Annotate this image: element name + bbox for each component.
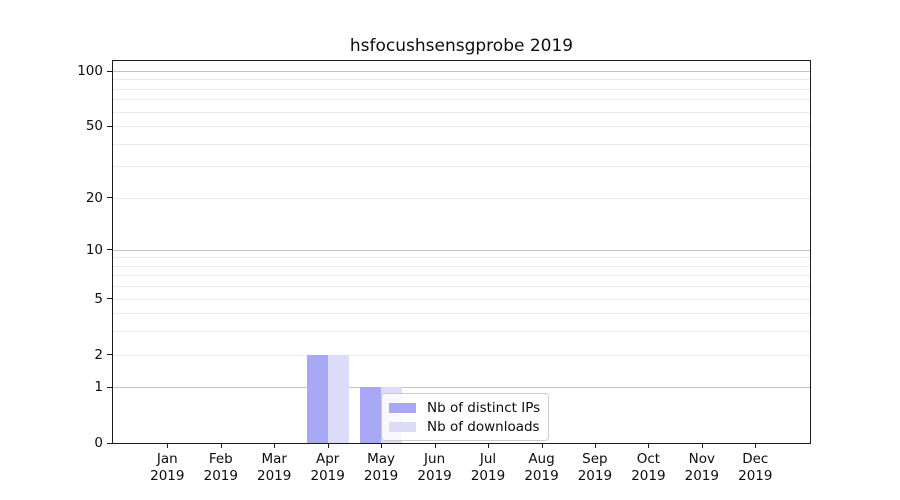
x-tick-month: Jun bbox=[424, 451, 446, 467]
gridline-minor bbox=[113, 331, 810, 333]
x-tick-month: Oct bbox=[636, 451, 661, 467]
y-tick-label: 1 bbox=[94, 379, 103, 396]
x-tick-label: Aug 2019 bbox=[507, 451, 577, 485]
x-tick-year: 2019 bbox=[577, 468, 613, 484]
x-tick-year: 2019 bbox=[363, 468, 399, 484]
legend-label: Nb of downloads bbox=[427, 418, 540, 435]
x-tick-year: 2019 bbox=[684, 468, 719, 484]
y-tick-label: 100 bbox=[77, 63, 103, 79]
gridline-minor bbox=[113, 143, 810, 145]
legend-row-downloads: Nb of downloads bbox=[389, 417, 540, 436]
gridline-minor bbox=[113, 111, 810, 113]
x-tick-month: Feb bbox=[208, 451, 233, 467]
x-tick-label: Sep 2019 bbox=[560, 451, 630, 485]
x-tick-month: Apr bbox=[316, 451, 340, 467]
gridline-minor bbox=[113, 265, 810, 267]
x-tick-month: Sep bbox=[582, 451, 608, 467]
gridline-major bbox=[113, 387, 810, 389]
x-tick bbox=[701, 443, 703, 448]
x-tick-month: Aug bbox=[528, 451, 555, 467]
gridline-minor bbox=[113, 79, 810, 81]
x-tick-month: Mar bbox=[261, 451, 287, 467]
x-tick-year: 2019 bbox=[257, 468, 292, 484]
legend-row-distinct-ips: Nb of distinct IPs bbox=[389, 398, 540, 417]
y-tick-label: 5 bbox=[94, 290, 103, 307]
bar-may-series1 bbox=[360, 387, 382, 443]
x-tick-month: Jan bbox=[156, 451, 178, 467]
x-tick bbox=[220, 443, 222, 448]
gridline-minor bbox=[113, 88, 810, 90]
gridline-minor bbox=[113, 257, 810, 259]
legend: Nb of distinct IPs Nb of downloads bbox=[381, 393, 550, 441]
y-tick-label: 20 bbox=[85, 189, 103, 206]
y-tick bbox=[107, 354, 112, 355]
x-tick bbox=[541, 443, 543, 448]
x-tick-year: 2019 bbox=[524, 468, 559, 484]
bar-apr-series1 bbox=[306, 354, 328, 443]
x-tick-year: 2019 bbox=[203, 468, 238, 484]
x-tick bbox=[648, 443, 650, 448]
x-tick-year: 2019 bbox=[150, 468, 185, 484]
x-tick-label: Mar 2019 bbox=[239, 451, 309, 485]
y-tick bbox=[107, 70, 112, 72]
x-tick-label: Nov 2019 bbox=[667, 451, 737, 485]
x-tick-label: May 2019 bbox=[346, 451, 416, 485]
gridline-minor bbox=[113, 354, 810, 356]
x-tick-year: 2019 bbox=[417, 468, 452, 484]
x-tick bbox=[167, 443, 169, 448]
gridline-minor bbox=[113, 286, 810, 288]
y-tick-label: 50 bbox=[85, 118, 103, 135]
y-tick-label: 10 bbox=[85, 241, 103, 258]
x-tick-month: May bbox=[367, 451, 396, 467]
legend-label: Nb of distinct IPs bbox=[427, 399, 541, 416]
y-tick-label: 2 bbox=[94, 346, 103, 363]
x-tick-month: Dec bbox=[742, 451, 769, 467]
x-tick bbox=[327, 443, 329, 448]
y-tick bbox=[107, 298, 112, 300]
x-tick bbox=[755, 443, 757, 448]
chart-title: hsfocushsensgprobe 2019 bbox=[349, 36, 574, 56]
bar-apr-series2 bbox=[327, 354, 349, 443]
x-tick-label: Oct 2019 bbox=[613, 451, 683, 485]
x-tick-label: Feb 2019 bbox=[186, 451, 256, 485]
y-tick bbox=[107, 125, 112, 127]
gridline-minor bbox=[113, 275, 810, 277]
gridline-minor bbox=[113, 126, 810, 128]
x-tick-label: Dec 2019 bbox=[720, 451, 790, 485]
x-tick bbox=[594, 443, 596, 448]
x-tick-year: 2019 bbox=[310, 468, 345, 484]
x-tick-month: Jul bbox=[479, 451, 497, 467]
x-tick bbox=[274, 443, 276, 448]
x-tick-year: 2019 bbox=[470, 468, 506, 484]
y-tick bbox=[107, 442, 112, 444]
x-tick-month: Nov bbox=[688, 451, 715, 467]
gridline-minor bbox=[113, 313, 810, 315]
x-tick-label: Jul 2019 bbox=[453, 451, 523, 485]
legend-swatch-icon bbox=[389, 421, 416, 432]
gridline-minor bbox=[113, 166, 810, 168]
x-tick-year: 2019 bbox=[631, 468, 666, 484]
x-tick-year: 2019 bbox=[738, 468, 773, 484]
y-tick bbox=[107, 197, 112, 199]
x-tick-label: Apr 2019 bbox=[293, 451, 363, 485]
x-tick bbox=[488, 443, 489, 448]
y-tick bbox=[107, 386, 112, 388]
plot-area: 0 1 2 5 10 20 50 100 Jan 2019 Feb 2019 Mar 2019 Apr 201… bbox=[77, 60, 811, 484]
x-tick bbox=[434, 443, 436, 448]
gridline-major bbox=[113, 249, 810, 251]
y-tick bbox=[107, 249, 112, 251]
x-tick-label: Jan 2019 bbox=[132, 451, 202, 485]
gridline-minor bbox=[113, 197, 810, 199]
x-tick-label: Jun 2019 bbox=[400, 451, 470, 485]
gridline-minor bbox=[113, 298, 810, 300]
gridline-major bbox=[113, 71, 810, 72]
gridline-minor bbox=[113, 99, 810, 101]
x-tick bbox=[381, 443, 383, 448]
legend-swatch-icon bbox=[389, 402, 416, 413]
y-tick-label: 0 bbox=[94, 435, 103, 451]
